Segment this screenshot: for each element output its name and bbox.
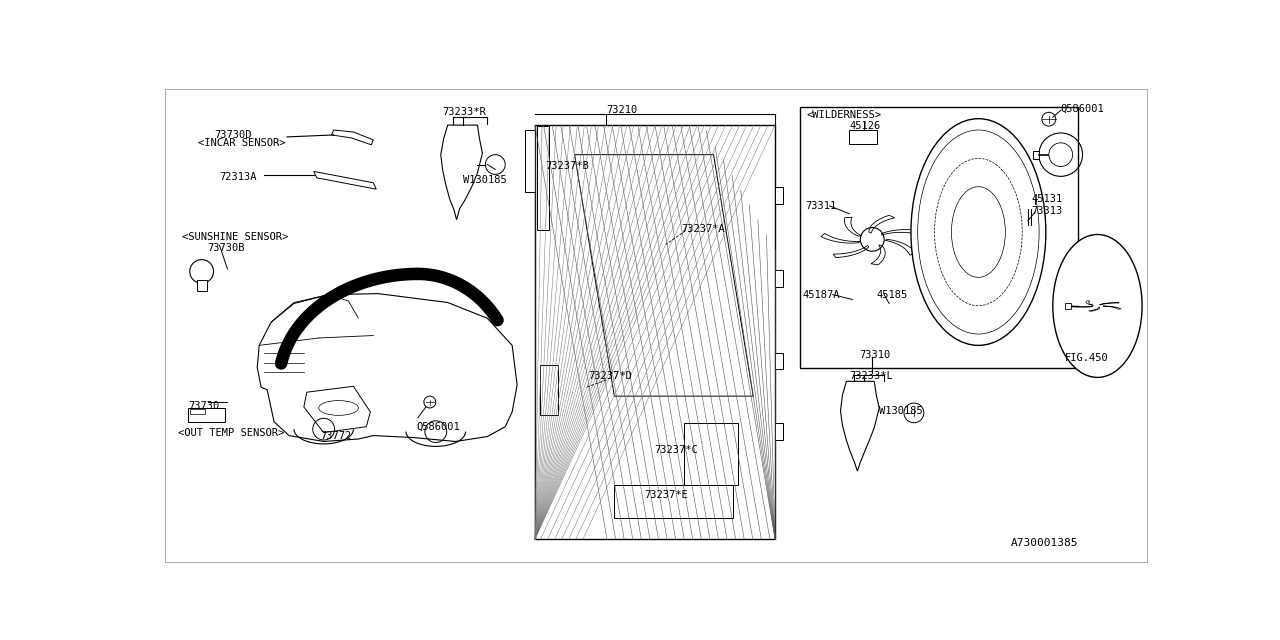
- Bar: [850, 130, 877, 144]
- Bar: [1033, 150, 1039, 159]
- Ellipse shape: [1052, 234, 1142, 378]
- Text: 73311: 73311: [805, 201, 836, 211]
- Text: <INCAR SENSOR>: <INCAR SENSOR>: [197, 138, 285, 148]
- Bar: [538, 126, 549, 230]
- Text: 73730D: 73730D: [215, 130, 252, 140]
- Bar: [1065, 303, 1070, 309]
- Text: W130185: W130185: [879, 406, 923, 416]
- Bar: [684, 423, 739, 485]
- Ellipse shape: [319, 401, 358, 415]
- Text: 45126: 45126: [850, 121, 881, 131]
- Text: 73772: 73772: [321, 431, 352, 440]
- Text: <SUNSHINE SENSOR>: <SUNSHINE SENSOR>: [182, 232, 288, 242]
- Text: 73237*C: 73237*C: [654, 445, 698, 456]
- Text: 45185: 45185: [877, 290, 908, 300]
- Bar: [776, 270, 783, 287]
- Text: 73313: 73313: [1030, 206, 1062, 216]
- Text: 73210: 73210: [607, 106, 637, 115]
- Text: Q586001: Q586001: [1061, 104, 1105, 114]
- Text: 73237*B: 73237*B: [545, 161, 589, 171]
- Bar: [188, 408, 225, 422]
- Text: FIG.450: FIG.450: [1065, 353, 1108, 363]
- Text: 73237*A: 73237*A: [681, 223, 724, 234]
- Bar: [614, 485, 733, 518]
- Bar: [776, 423, 783, 440]
- Bar: [197, 280, 206, 291]
- Text: 73730B: 73730B: [207, 243, 244, 253]
- Bar: [525, 130, 535, 192]
- Text: 45187A: 45187A: [803, 290, 840, 300]
- Bar: [776, 353, 783, 369]
- Ellipse shape: [911, 118, 1046, 346]
- Text: W130185: W130185: [462, 175, 507, 186]
- Text: <WILDERNESS>: <WILDERNESS>: [806, 110, 882, 120]
- Text: <OUT TEMP SENSOR>: <OUT TEMP SENSOR>: [178, 428, 284, 438]
- Text: 73233*R: 73233*R: [443, 108, 486, 117]
- Text: Q586001: Q586001: [416, 422, 460, 432]
- Text: 73310: 73310: [859, 350, 891, 360]
- Text: 73730: 73730: [188, 401, 219, 411]
- Bar: [800, 108, 1078, 367]
- Text: 72313A: 72313A: [220, 172, 257, 182]
- Bar: [189, 409, 205, 414]
- Text: 73237*D: 73237*D: [589, 371, 632, 381]
- Text: 45131: 45131: [1030, 194, 1062, 204]
- Text: 73237*E: 73237*E: [644, 490, 687, 500]
- Text: 73233*L: 73233*L: [850, 371, 893, 381]
- Bar: [535, 125, 776, 539]
- Bar: [540, 365, 558, 415]
- Text: A730001385: A730001385: [1011, 538, 1079, 548]
- Bar: [776, 187, 783, 204]
